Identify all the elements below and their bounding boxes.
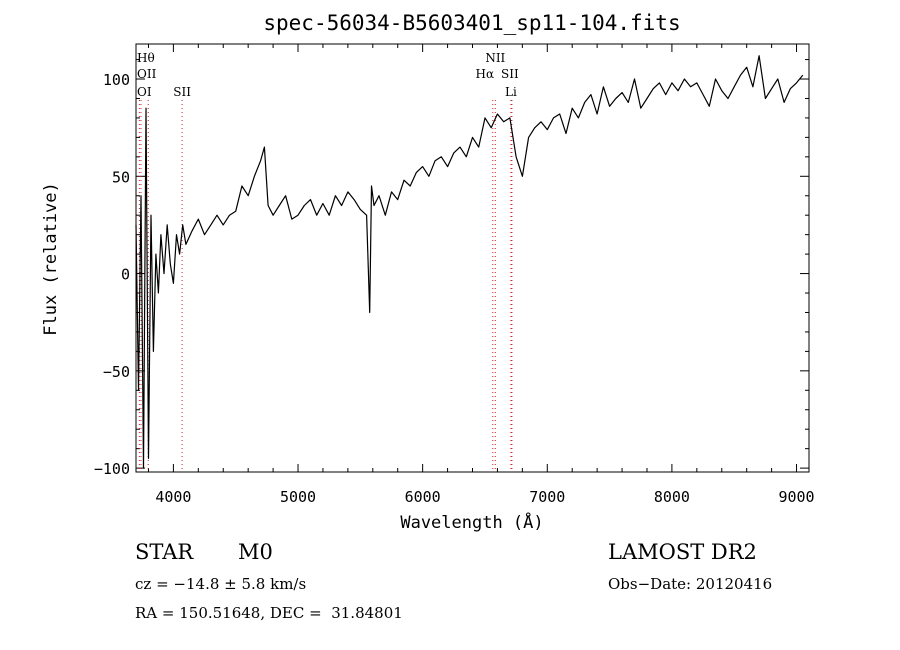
line-marker-label: Hα [476,67,495,81]
y-tick-label: −100 [94,460,130,478]
object-class: STAR [135,540,194,564]
line-marker-label: SII [501,67,519,81]
y-axis-label: Flux (relative) [41,182,61,336]
chart-title: spec-56034-B5603401_sp11-104.fits [263,11,680,35]
x-tick-label: 4000 [155,488,191,506]
x-tick-label: 7000 [529,488,565,506]
line-marker-label: NII [485,51,505,65]
x-tick-label: 8000 [654,488,690,506]
y-tick-label: 0 [121,266,130,284]
redshift-cz: cz = −14.8 ± 5.8 km/s [135,575,307,593]
line-marker-label: Hθ [137,51,155,65]
sky-coordinates: RA = 150.51648, DEC = 31.84801 [135,604,403,622]
line-marker-label: Li [505,85,517,99]
x-tick-label: 5000 [280,488,316,506]
spectrum-line [135,55,804,469]
object-subclass: M0 [238,540,273,564]
observation-date: Obs−Date: 20120416 [608,575,773,593]
survey-name: LAMOST DR2 [608,540,757,564]
x-axis-label: Wavelength (Å) [400,511,543,533]
plot-area: 4000 5000 6000 7000 8000 9000 −100 −50 0 50 100 Hθ O… [94,43,815,506]
line-marker-label: SII [173,85,191,99]
y-tick-label: 50 [112,168,130,186]
plot-frame [135,43,810,473]
line-marker-label: OI [137,85,152,99]
line-marker-label: OII [137,67,157,81]
y-tick-label: −50 [103,363,130,381]
y-tick-label: 100 [103,71,130,89]
x-tick-label: 6000 [405,488,441,506]
x-tick-label: 9000 [778,488,814,506]
